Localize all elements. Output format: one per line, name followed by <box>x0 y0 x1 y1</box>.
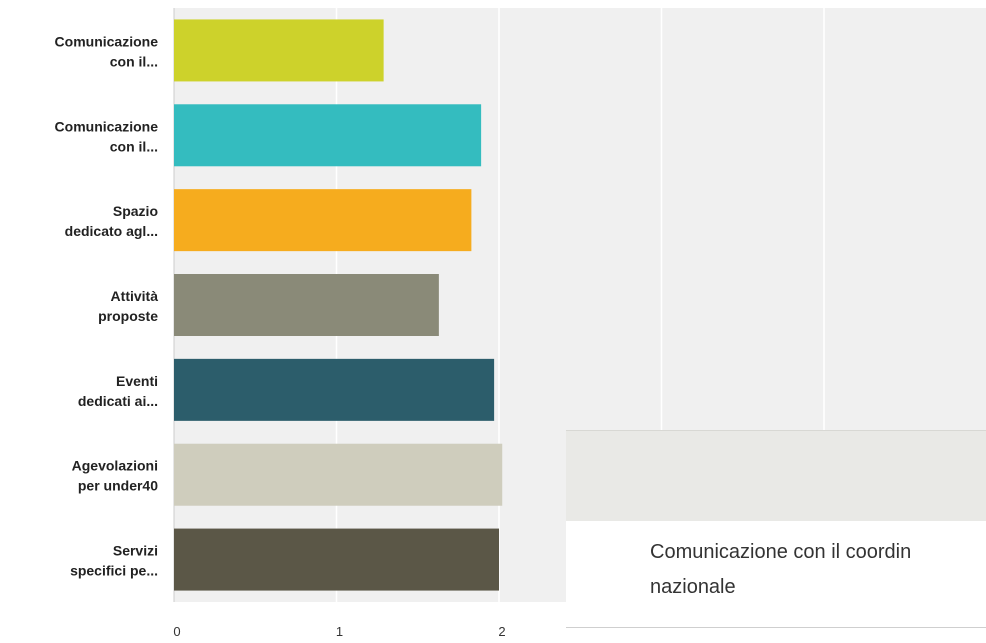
tooltip: Comunicazione con il coordin nazionale <box>566 430 986 630</box>
x-tick-label: 2 <box>498 624 505 639</box>
x-tick-label: 0 <box>173 624 180 639</box>
category-label: Servizi specifici pe... <box>70 543 158 579</box>
x-tick-label: 1 <box>336 624 343 639</box>
category-labels: Comunicazione con il... Comunicazione con i… <box>55 33 159 578</box>
tooltip-line-1: Comunicazione con il coordin <box>650 541 912 563</box>
tooltip-header <box>566 430 986 522</box>
category-label: Comunicazione con il... <box>55 33 159 69</box>
tooltip-body: Comunicazione con il coordin nazionale <box>566 521 986 628</box>
bar[interactable] <box>174 443 503 506</box>
category-label: Spazio dedicato agl... <box>65 203 158 239</box>
bar[interactable] <box>174 358 495 421</box>
bar[interactable] <box>174 19 384 82</box>
bar[interactable] <box>174 274 439 336</box>
tooltip-text: Comunicazione con il coordin nazionale <box>650 535 986 605</box>
bar[interactable] <box>174 528 499 591</box>
x-tick-labels: 0 1 2 <box>173 624 505 639</box>
category-label: Agevolazioni per under40 <box>72 458 159 494</box>
bar[interactable] <box>174 189 472 252</box>
category-label: Comunicazione con il... <box>55 118 159 154</box>
tooltip-line-2: nazionale <box>650 576 736 598</box>
bars <box>174 19 503 591</box>
category-label: Attività proposte <box>98 288 158 324</box>
bar[interactable] <box>174 104 482 167</box>
category-label: Eventi dedicati ai... <box>78 373 158 409</box>
